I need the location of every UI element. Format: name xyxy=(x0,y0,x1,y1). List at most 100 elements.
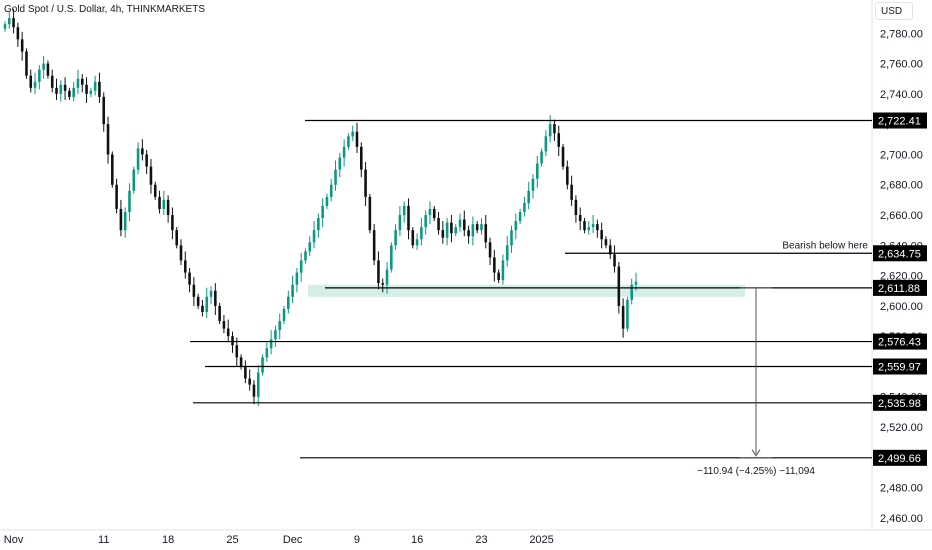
candle-body xyxy=(467,230,470,237)
candle-body xyxy=(209,290,213,297)
candle-body xyxy=(518,212,522,222)
price-tag-label: 2,634.75 xyxy=(878,248,921,260)
candle-body xyxy=(287,296,290,309)
candle-body xyxy=(269,339,273,349)
candle-body xyxy=(432,208,436,219)
candle-body xyxy=(385,269,389,285)
candle-body xyxy=(424,215,427,228)
candle-body xyxy=(171,215,174,231)
candle-body xyxy=(136,148,140,170)
candle-body xyxy=(256,372,260,397)
x-tick-label: 9 xyxy=(354,534,360,546)
candle-body xyxy=(162,199,166,209)
measure-label: −110.94 (−4.25%) −11,094 xyxy=(697,466,815,477)
candle-body xyxy=(578,215,582,222)
candle-body xyxy=(3,24,7,29)
price-tag-label: 2,559.97 xyxy=(878,362,921,374)
candle-body xyxy=(583,221,586,231)
candle-body xyxy=(132,169,136,191)
candle-body xyxy=(115,184,118,209)
candle-body xyxy=(25,51,28,76)
candle-body xyxy=(80,78,84,85)
x-tick-label: 23 xyxy=(475,534,487,546)
candle-body xyxy=(29,75,33,88)
candle-body xyxy=(106,124,110,155)
candle-body xyxy=(55,87,58,94)
candle-body xyxy=(128,190,131,212)
candle-body xyxy=(621,305,625,329)
candle-body xyxy=(574,199,578,216)
candle-body xyxy=(274,330,277,340)
price-tag-label: 2,499.66 xyxy=(878,453,921,465)
candle-body xyxy=(248,378,251,385)
candle-body xyxy=(214,290,217,306)
price-tag xyxy=(873,449,927,466)
price-tag-label: 2,576.43 xyxy=(878,337,921,349)
candle-body xyxy=(226,328,230,337)
y-tick-label: 2,780.00 xyxy=(880,28,923,40)
candle-body xyxy=(218,305,221,322)
candle-body xyxy=(295,272,299,285)
candle-body xyxy=(334,169,337,185)
candle-body xyxy=(527,190,530,203)
price-tag-label: 2,611.88 xyxy=(878,283,920,295)
candle-body xyxy=(20,39,24,52)
candle-body xyxy=(368,196,372,231)
candle-body xyxy=(531,178,535,191)
candle-body xyxy=(149,166,153,185)
y-tick-label: 2,680.00 xyxy=(880,180,923,192)
candle-body xyxy=(179,245,183,261)
candle-body xyxy=(68,90,71,97)
price-tag xyxy=(873,279,927,296)
candle-body xyxy=(463,219,466,231)
candle-body xyxy=(317,218,320,231)
candle-body xyxy=(299,260,303,273)
candle-body xyxy=(402,205,406,216)
y-tick-label: 2,480.00 xyxy=(880,483,923,495)
candle-body xyxy=(475,224,479,231)
candle-body xyxy=(192,284,196,297)
x-tick-label: 16 xyxy=(411,534,423,546)
candle-body xyxy=(231,336,234,346)
candle-body xyxy=(390,245,393,270)
candle-body xyxy=(377,260,380,284)
candle-body xyxy=(450,222,453,234)
candle-body xyxy=(342,146,346,158)
candle-body xyxy=(501,260,505,281)
candle-body xyxy=(359,146,363,170)
x-tick-label: 25 xyxy=(226,534,238,546)
candle-body xyxy=(484,224,488,243)
candle-body xyxy=(613,254,616,267)
candle-body xyxy=(33,81,37,88)
price-tag xyxy=(873,394,927,411)
candle-body xyxy=(102,96,106,125)
currency-selector[interactable]: USD xyxy=(875,2,913,20)
candle-body xyxy=(454,227,458,234)
y-tick-label: 2,660.00 xyxy=(880,210,923,222)
candle-body xyxy=(261,357,264,373)
candle-body xyxy=(372,230,376,261)
price-tag xyxy=(873,112,927,129)
candle-body xyxy=(398,215,402,231)
candle-body xyxy=(325,196,329,206)
candle-body xyxy=(12,18,15,28)
x-tick-label: Dec xyxy=(283,534,303,546)
candle-body xyxy=(347,136,350,147)
candle-body xyxy=(355,131,359,147)
price-tag-label: 2,722.41 xyxy=(878,116,921,128)
candle-body xyxy=(89,90,93,94)
candle-body xyxy=(566,166,569,185)
candle-body xyxy=(291,284,294,297)
candle-body xyxy=(415,239,419,246)
candle-body xyxy=(535,163,539,179)
x-tick-label: 11 xyxy=(98,534,109,546)
candle-body xyxy=(596,224,599,231)
candle-body xyxy=(514,221,518,231)
price-tag xyxy=(873,358,927,375)
candle-body xyxy=(183,260,187,273)
candle-body xyxy=(420,227,423,240)
candle-body xyxy=(329,184,333,197)
measure-arrow-head xyxy=(751,449,761,457)
candle-body xyxy=(338,157,342,170)
